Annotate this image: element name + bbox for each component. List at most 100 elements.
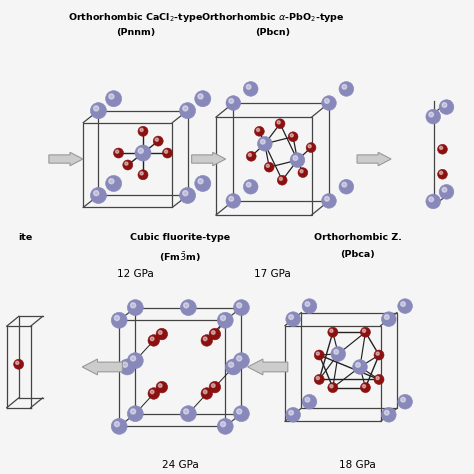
- Circle shape: [376, 376, 379, 380]
- Circle shape: [384, 410, 389, 415]
- Circle shape: [150, 337, 154, 341]
- Circle shape: [237, 409, 242, 414]
- Text: Cubic fluorite-type: Cubic fluorite-type: [130, 233, 230, 242]
- Circle shape: [158, 331, 162, 334]
- Circle shape: [183, 191, 188, 196]
- Circle shape: [220, 421, 226, 427]
- Circle shape: [302, 394, 317, 409]
- Circle shape: [123, 160, 133, 170]
- Circle shape: [342, 182, 346, 187]
- Circle shape: [360, 383, 371, 392]
- Circle shape: [220, 316, 226, 320]
- Circle shape: [128, 353, 143, 369]
- Circle shape: [153, 136, 163, 146]
- Circle shape: [106, 175, 122, 191]
- Circle shape: [226, 96, 241, 110]
- Text: 24 GPa: 24 GPa: [162, 459, 199, 470]
- Circle shape: [374, 350, 384, 360]
- Circle shape: [119, 359, 135, 375]
- Circle shape: [384, 315, 389, 319]
- Circle shape: [401, 397, 405, 402]
- Circle shape: [286, 312, 301, 327]
- Circle shape: [382, 408, 396, 422]
- Circle shape: [14, 359, 24, 369]
- Circle shape: [325, 196, 329, 201]
- Circle shape: [289, 315, 293, 319]
- Text: Orthorhombic CaCl$_2$-type: Orthorhombic CaCl$_2$-type: [68, 11, 203, 24]
- Circle shape: [234, 353, 249, 369]
- Circle shape: [228, 362, 234, 367]
- Circle shape: [302, 299, 317, 313]
- Circle shape: [429, 112, 434, 117]
- Circle shape: [330, 384, 333, 388]
- Circle shape: [237, 356, 242, 361]
- Circle shape: [314, 350, 324, 360]
- Circle shape: [256, 128, 260, 131]
- Polygon shape: [357, 152, 391, 166]
- Text: 12 GPa: 12 GPa: [117, 269, 154, 279]
- Text: Orthorhombic Z.: Orthorhombic Z.: [314, 233, 401, 242]
- Circle shape: [148, 388, 160, 399]
- Polygon shape: [49, 152, 83, 166]
- Circle shape: [306, 143, 316, 153]
- Circle shape: [279, 177, 283, 181]
- Text: (Fm$\bar{3}$m): (Fm$\bar{3}$m): [159, 250, 201, 264]
- Circle shape: [288, 132, 298, 142]
- Circle shape: [225, 359, 241, 375]
- Circle shape: [363, 384, 365, 388]
- Circle shape: [114, 421, 119, 427]
- Circle shape: [257, 137, 272, 151]
- Circle shape: [209, 328, 221, 340]
- Circle shape: [125, 162, 128, 165]
- Circle shape: [286, 408, 301, 422]
- Circle shape: [156, 328, 168, 340]
- Circle shape: [264, 162, 274, 172]
- Circle shape: [106, 91, 122, 107]
- Circle shape: [363, 329, 365, 332]
- Circle shape: [198, 94, 203, 99]
- Circle shape: [138, 126, 148, 137]
- Circle shape: [442, 187, 447, 192]
- Circle shape: [181, 406, 196, 422]
- Circle shape: [398, 299, 412, 313]
- Circle shape: [116, 150, 119, 153]
- Text: Orthorhombic $\alpha$-PbO$_2$-type: Orthorhombic $\alpha$-PbO$_2$-type: [201, 11, 344, 24]
- Circle shape: [401, 301, 405, 306]
- Circle shape: [374, 374, 384, 384]
- Circle shape: [353, 360, 367, 374]
- Text: (Pbca): (Pbca): [340, 250, 375, 259]
- Circle shape: [195, 175, 211, 191]
- Circle shape: [360, 327, 371, 337]
- Circle shape: [439, 184, 454, 199]
- Circle shape: [334, 349, 338, 354]
- Circle shape: [331, 346, 346, 361]
- Circle shape: [260, 139, 265, 144]
- Circle shape: [183, 106, 188, 111]
- Circle shape: [305, 301, 310, 306]
- Circle shape: [211, 383, 215, 387]
- Circle shape: [164, 150, 168, 153]
- Circle shape: [243, 82, 258, 96]
- Circle shape: [426, 109, 440, 124]
- Polygon shape: [247, 359, 288, 375]
- Circle shape: [201, 335, 212, 346]
- Circle shape: [229, 196, 234, 201]
- Circle shape: [234, 406, 249, 422]
- Circle shape: [305, 397, 310, 402]
- Circle shape: [243, 179, 258, 194]
- Text: 18 GPa: 18 GPa: [339, 459, 376, 470]
- Circle shape: [195, 91, 211, 107]
- Circle shape: [339, 82, 354, 96]
- Circle shape: [426, 194, 440, 209]
- Circle shape: [109, 179, 114, 184]
- Circle shape: [248, 154, 251, 156]
- Circle shape: [328, 327, 338, 337]
- Circle shape: [114, 148, 124, 158]
- Circle shape: [155, 138, 158, 141]
- Circle shape: [429, 197, 434, 202]
- Circle shape: [135, 145, 151, 161]
- Circle shape: [109, 94, 114, 99]
- Circle shape: [330, 329, 333, 332]
- Circle shape: [438, 169, 447, 179]
- Circle shape: [203, 337, 207, 341]
